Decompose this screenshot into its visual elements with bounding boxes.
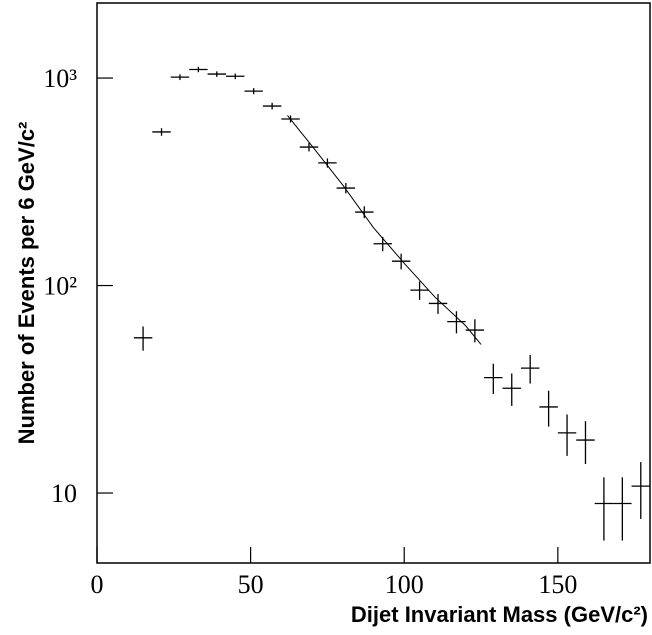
y-tick-label: 10³	[43, 64, 77, 93]
y-tick-label: 10	[51, 479, 77, 508]
x-tick-label: 0	[91, 570, 104, 599]
x-tick-label: 100	[385, 570, 424, 599]
x-axis-label: Dijet Invariant Mass (GeV/c²)	[351, 602, 648, 627]
fit-line	[287, 115, 482, 345]
plot-frame	[96, 2, 651, 564]
y-axis-label: Number of Events per 6 GeV/c²	[14, 122, 39, 445]
y-tick-label: 10²	[43, 272, 77, 301]
x-tick-label: 150	[538, 570, 577, 599]
x-tick-label: 50	[238, 570, 264, 599]
